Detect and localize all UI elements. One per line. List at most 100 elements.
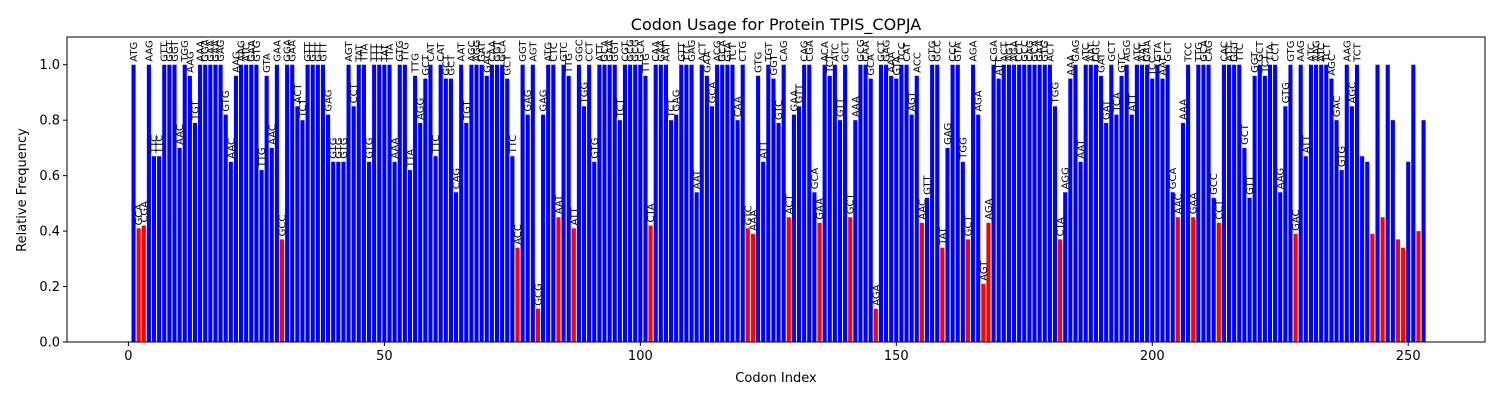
- bar-label-230: ATT: [1301, 134, 1312, 153]
- bar-label-160: GAG: [943, 123, 954, 145]
- bar-label-181: TGG: [1050, 82, 1061, 105]
- bar-label-145: GCA: [866, 54, 877, 76]
- bar-154: [914, 75, 919, 342]
- bar-5: [151, 156, 157, 342]
- bar-123: [756, 75, 761, 342]
- bar-155: [919, 222, 924, 342]
- bar-label-164: GCT: [963, 215, 974, 237]
- bar-label-23: ATC: [242, 43, 253, 62]
- bar-235: [1329, 78, 1334, 342]
- bar-66: [464, 122, 469, 342]
- bar-label-114: GCA: [708, 82, 719, 104]
- bar-84: [556, 217, 561, 342]
- bar-label-39: GAG: [324, 89, 335, 111]
- bar-141: [848, 217, 853, 342]
- bar-label-119: CAA: [733, 96, 744, 117]
- bar-92: [597, 64, 602, 342]
- bar-label-2: GCA: [134, 204, 145, 226]
- bar-label-184: AAA: [1066, 54, 1077, 75]
- bar-label-133: CGA: [805, 40, 816, 62]
- bar-10: [177, 147, 182, 342]
- bar-219: [1247, 197, 1252, 342]
- bar-63: [448, 78, 453, 342]
- bar-label-54: TTG: [400, 42, 411, 63]
- bar-103: [653, 64, 658, 342]
- bar-label-237: GTG: [1337, 146, 1348, 167]
- bar-label-203: GCT: [1163, 40, 1174, 62]
- bar-236: [1334, 120, 1339, 343]
- bar-19: [223, 114, 228, 342]
- x-tick-label-250: 250: [1396, 349, 1421, 364]
- bar-240: [1354, 64, 1360, 342]
- bar-175: [1022, 64, 1027, 342]
- bar-label-212: GCC: [1209, 173, 1220, 195]
- bar-label-178: GAA: [1035, 40, 1046, 62]
- bar-label-214: CAC: [1219, 41, 1230, 62]
- bar-label-200: TCC: [1148, 56, 1159, 77]
- bar-label-222: TCT: [1260, 53, 1271, 74]
- bar-label-84: AAT: [554, 194, 565, 214]
- bar-label-115: ACG: [713, 40, 724, 61]
- bar-label-193: TCA: [1112, 92, 1123, 113]
- bar-249: [1401, 247, 1406, 342]
- bar-label-30: GCC: [278, 215, 289, 237]
- bar-label-36: GTT: [308, 41, 319, 61]
- bar-label-80: GCG: [533, 283, 544, 305]
- bar-54: [402, 64, 407, 342]
- bar-label-196: ATT: [1127, 93, 1138, 112]
- bar-241: [1360, 156, 1365, 342]
- bar-153: [909, 114, 914, 342]
- x-tick-label-100: 100: [628, 349, 653, 364]
- bar-label-46: TTA: [359, 43, 370, 62]
- bar-label-29: GAA: [272, 40, 283, 62]
- bar-98: [628, 64, 633, 342]
- bar-184: [1068, 78, 1073, 342]
- bar-108: [679, 64, 684, 342]
- bar-label-217: TTC: [1235, 43, 1246, 62]
- bar-label-211: CAG: [1204, 40, 1215, 61]
- bar-label-227: GTG: [1286, 40, 1297, 61]
- bar-210: [1201, 64, 1206, 342]
- bar-60: [433, 156, 438, 342]
- bar-label-6: TTC: [155, 135, 166, 154]
- y-tick-label-1: 1.0: [39, 58, 60, 73]
- bar-204: [1170, 192, 1175, 342]
- x-tick-label-50: 50: [376, 349, 393, 364]
- bar-179: [1042, 64, 1047, 342]
- bar-218: [1242, 147, 1247, 342]
- bar-label-116: GCA: [718, 40, 729, 62]
- bar-211: [1206, 64, 1211, 342]
- bar-label-27: GTA: [262, 53, 273, 73]
- bar-label-191: GAT: [1102, 99, 1113, 120]
- bar-label-53: GTG: [395, 40, 406, 61]
- bar-30: [279, 239, 285, 342]
- bar-label-69: GAT: [477, 41, 488, 62]
- bar-114: [709, 106, 715, 342]
- bar-label-148: GAG: [882, 40, 893, 62]
- bar-label-71: CAA: [487, 41, 498, 62]
- bar-129: [786, 217, 791, 342]
- bar-label-185: GAG: [1071, 40, 1082, 62]
- bar-label-90: CCT: [585, 41, 596, 62]
- bar-label-57: AGG: [416, 98, 427, 120]
- y-tick-label-0.2: 0.2: [39, 280, 60, 295]
- bar-200: [1150, 78, 1155, 342]
- bar-229: [1298, 64, 1303, 342]
- bar-209: [1196, 64, 1201, 342]
- bar-label-19: GTG: [221, 90, 232, 111]
- bar-233: [1319, 64, 1324, 342]
- bar-label-139: GTT: [835, 97, 846, 117]
- bar-176: [1027, 64, 1032, 342]
- bar-8: [167, 64, 172, 342]
- bar-237: [1339, 170, 1344, 342]
- x-tick-label-0: 0: [124, 349, 132, 364]
- bar-195: [1124, 64, 1129, 342]
- bar-label-82: ATG: [544, 42, 555, 62]
- bar-label-124: ATT: [759, 140, 770, 159]
- bar-label-199: GAA: [1143, 40, 1154, 62]
- bar-246: [1385, 64, 1390, 342]
- bar-label-235: AGC: [1327, 54, 1338, 75]
- bar-label-157: GTG: [928, 40, 939, 61]
- bar-7: [162, 64, 167, 342]
- bar-248: [1395, 239, 1401, 342]
